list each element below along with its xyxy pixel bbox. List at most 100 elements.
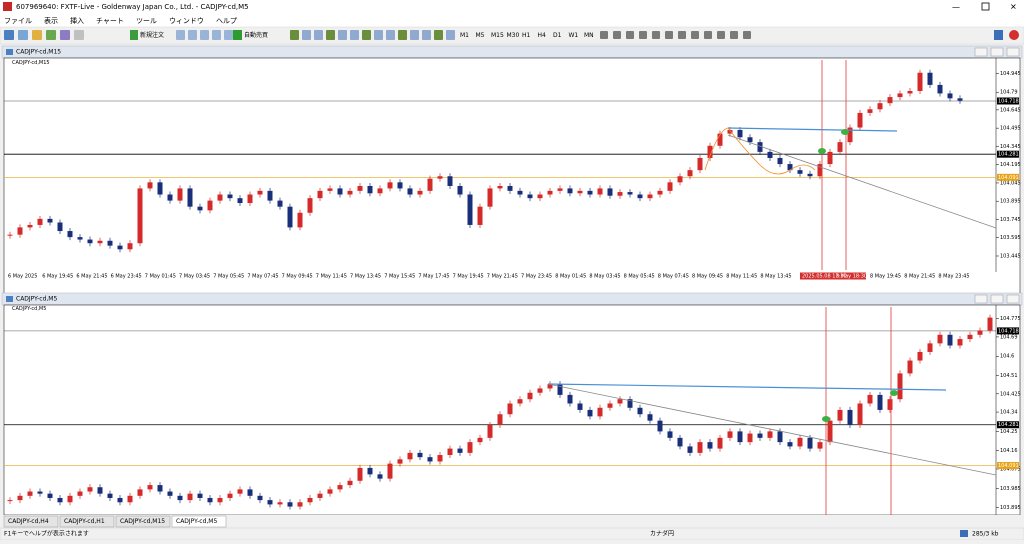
window-control[interactable] [974, 294, 988, 304]
toolbar-icon[interactable] [314, 30, 323, 40]
menu-item[interactable]: 挿入 [70, 16, 84, 25]
timeframe-button[interactable]: W1 [569, 32, 579, 39]
candle-body [697, 157, 703, 171]
chart-tab[interactable] [115, 515, 171, 528]
new-order-icon[interactable] [130, 30, 138, 40]
candle-body [877, 394, 883, 410]
candle-body [277, 502, 283, 505]
candle-body [177, 188, 183, 201]
candle-body [77, 491, 83, 496]
toolbar-icon[interactable] [665, 31, 673, 39]
timeframe-button[interactable]: H1 [522, 32, 531, 39]
candle-body [27, 224, 33, 228]
candle-body [77, 237, 83, 240]
toolbar-icon[interactable] [350, 30, 359, 40]
menu-item[interactable]: ファイル [4, 17, 32, 25]
toolbar-icon[interactable] [691, 31, 699, 39]
window-control[interactable] [974, 47, 988, 57]
toolbar-icon[interactable] [652, 31, 660, 39]
maximize-button[interactable] [981, 2, 990, 11]
toolbar-icon[interactable] [398, 30, 407, 40]
menu-item[interactable]: ヘルプ [216, 17, 237, 25]
y-tick-label: 104.69 [1000, 334, 1018, 340]
toolbar-icon[interactable] [224, 30, 233, 40]
toolbar-icon[interactable] [434, 30, 443, 40]
window-control[interactable] [1006, 47, 1020, 57]
candle-body [357, 185, 363, 191]
chart-tab[interactable] [3, 515, 59, 528]
signal-marker [841, 129, 849, 135]
toolbar-icon[interactable] [613, 31, 621, 39]
toolbar-icon[interactable] [639, 31, 647, 39]
timeframe-button[interactable]: M30 [507, 32, 520, 39]
toolbar-icon[interactable] [18, 30, 28, 40]
toolbar-icon[interactable] [386, 30, 395, 40]
chart-tab-label[interactable]: CADJPY-cd,M5 [176, 518, 217, 525]
timeframe-button[interactable]: M5 [476, 32, 485, 39]
toolbar-icon[interactable] [704, 31, 712, 39]
candle-body [757, 142, 763, 152]
toolbar-icon[interactable] [302, 30, 311, 40]
x-tick-label: 7 May 03:45 [179, 274, 210, 280]
timeframe-button[interactable]: M15 [491, 32, 504, 39]
toolbar-icon[interactable] [446, 30, 455, 40]
close-button[interactable]: ✕ [1010, 3, 1017, 12]
candle-body [947, 93, 953, 99]
menu-item[interactable]: ウィンドウ [169, 17, 204, 25]
toolbar-icon[interactable] [212, 30, 221, 40]
chart-tab-label[interactable]: CADJPY-cd,H4 [8, 518, 49, 525]
toolbar-icon[interactable] [60, 30, 70, 40]
auto-trade-button[interactable]: 自動売買 [244, 31, 268, 39]
toolbar-icon[interactable] [46, 30, 56, 40]
candle-body [257, 495, 263, 501]
toolbar-icon[interactable] [74, 30, 84, 40]
search-icon[interactable] [994, 30, 1003, 40]
x-tick-label: 7 May 13:45 [350, 274, 381, 280]
candle-body [597, 407, 603, 417]
timeframe-button[interactable]: MN [584, 32, 594, 39]
toolbar-icon[interactable] [176, 30, 185, 40]
trend-line [727, 127, 898, 132]
auto-trade-icon[interactable] [233, 30, 242, 40]
chart-tab[interactable] [171, 515, 227, 528]
window-control[interactable] [1006, 294, 1020, 304]
candle-body [297, 502, 303, 507]
toolbar-icon[interactable] [410, 30, 419, 40]
toolbar-icon[interactable] [32, 30, 42, 40]
chart-tab-label[interactable]: CADJPY-cd,M15 [120, 518, 165, 525]
toolbar-icon[interactable] [374, 30, 383, 40]
menu-item[interactable]: ツール [136, 17, 157, 25]
toolbar-icon[interactable] [717, 31, 725, 39]
toolbar-icon[interactable] [290, 30, 299, 40]
candle-body [957, 339, 963, 346]
candle-body [857, 403, 863, 425]
menu-item[interactable]: 表示 [44, 16, 58, 25]
toolbar-icon[interactable] [422, 30, 431, 40]
toolbar-icon[interactable] [743, 31, 751, 39]
toolbar-icon[interactable] [4, 30, 14, 40]
toolbar-icon[interactable] [188, 30, 197, 40]
menu-item[interactable]: チャート [96, 17, 124, 25]
candle-body [187, 188, 193, 207]
toolbar-icon[interactable] [626, 31, 634, 39]
new-order-button[interactable]: 新規注文 [140, 31, 164, 39]
toolbar-icon[interactable] [730, 31, 738, 39]
window-control[interactable] [990, 294, 1004, 304]
y-tick-label: 104.34 [1000, 410, 1018, 416]
alert-icon[interactable] [1009, 30, 1019, 40]
toolbar-icon[interactable] [326, 30, 335, 40]
toolbar-icon[interactable] [600, 31, 608, 39]
toolbar-icon[interactable] [678, 31, 686, 39]
minimize-button[interactable]: — [952, 3, 960, 12]
candle-body [517, 190, 523, 195]
toolbar-icon[interactable] [362, 30, 371, 40]
toolbar-icon[interactable] [200, 30, 209, 40]
price-level-label: 104.718 [998, 98, 1019, 104]
timeframe-button[interactable]: M1 [460, 32, 469, 39]
timeframe-button[interactable]: H4 [538, 32, 547, 39]
timeframe-button[interactable]: D1 [553, 32, 562, 39]
toolbar-icon[interactable] [338, 30, 347, 40]
window-control[interactable] [990, 47, 1004, 57]
chart-tab-label[interactable]: CADJPY-cd,H1 [64, 518, 105, 525]
chart-tab[interactable] [59, 515, 115, 528]
